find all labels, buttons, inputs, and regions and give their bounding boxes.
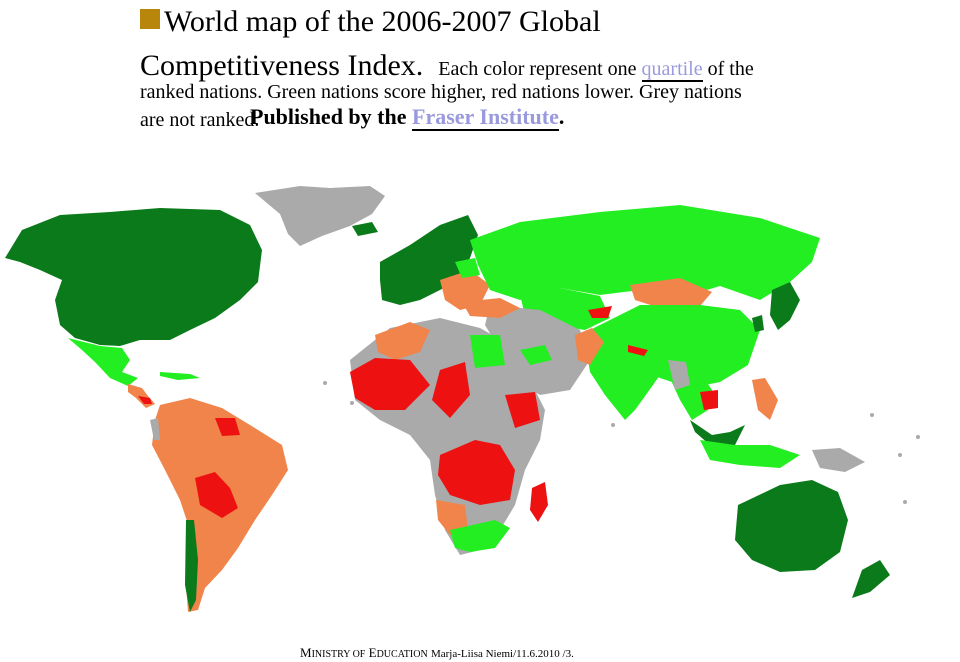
malaysia <box>690 420 745 445</box>
australia <box>735 480 848 572</box>
papua-new-guinea <box>812 448 865 472</box>
fraser-institute-link[interactable]: Fraser Institute <box>412 104 559 131</box>
caption-line3: are not ranked. <box>140 109 260 131</box>
madagascar <box>530 482 548 522</box>
published-by: Published by the Fraser Institute. <box>250 104 565 131</box>
title-line1: World map of the 2006-2007 Global <box>164 5 601 38</box>
square-bullet-icon <box>140 9 160 29</box>
south-america-red-bolivia <box>195 472 238 518</box>
atlantic-island <box>350 401 354 405</box>
caribbean-islands <box>160 372 200 380</box>
footer-education: DUCATION <box>376 649 428 660</box>
kyrgyzstan-red <box>588 306 612 318</box>
nepal-red <box>628 345 648 356</box>
footer-author: Marja-Liisa Niemi <box>430 648 514 660</box>
east-africa-red <box>438 440 515 505</box>
west-africa-red <box>350 358 430 410</box>
north-africa-orange <box>375 322 430 360</box>
japan <box>770 282 800 330</box>
pacific-island <box>903 500 907 504</box>
indian-ocean-island <box>611 423 615 427</box>
cambodia-red <box>700 390 718 410</box>
korea <box>752 315 764 332</box>
footer: MINISTRY OF EDUCATION Marja-Liisa Niemi/… <box>300 645 574 661</box>
published-suffix: . <box>558 104 565 129</box>
egypt <box>470 335 505 368</box>
india <box>585 340 660 420</box>
europe-east <box>440 270 490 310</box>
pacific-island <box>916 435 920 439</box>
indonesia <box>700 440 800 468</box>
pacific-island <box>898 453 902 457</box>
quartile-link[interactable]: quartile <box>641 58 703 82</box>
iceland <box>352 222 378 236</box>
north-america-top-quartile <box>5 208 262 346</box>
south-america-grey <box>150 418 160 440</box>
mongolia <box>630 278 712 308</box>
russia <box>470 205 820 300</box>
footer-ministry-initial: M <box>300 645 312 660</box>
mexico <box>68 338 138 386</box>
central-america-red <box>138 396 152 404</box>
europe-green <box>455 258 480 278</box>
namibia <box>436 500 468 535</box>
pacific-island <box>870 413 874 417</box>
philippines <box>752 378 778 420</box>
chad-red <box>432 362 470 418</box>
slide-title: World map of the 2006-2007 Global Compet… <box>140 0 940 91</box>
title-line2: Competitiveness Index. <box>140 49 424 82</box>
central-america <box>128 384 155 408</box>
pakistan <box>575 328 604 365</box>
world-map <box>5 186 920 612</box>
turkey <box>462 298 520 318</box>
chile <box>185 520 198 612</box>
south-africa <box>450 520 510 552</box>
caption-line1: Each color represent one quartile of the <box>438 58 754 82</box>
footer-ministry: INISTRY OF <box>311 649 366 660</box>
new-zealand <box>852 560 890 598</box>
published-prefix: Published by the <box>250 104 407 129</box>
china <box>590 305 760 388</box>
arabia-green <box>520 345 552 365</box>
footer-date: /11.6.2010 /3. <box>513 648 574 660</box>
caption-line2: ranked nations. Green nations score high… <box>140 81 742 103</box>
atlantic-island <box>323 381 327 385</box>
myanmar-grey <box>668 360 690 390</box>
caption-body: ranked nations. Green nations score high… <box>140 78 940 134</box>
ethiopia-red <box>505 392 540 428</box>
footer-education-initial: E <box>368 645 377 660</box>
south-america-red-guyana <box>215 418 240 436</box>
greenland <box>255 186 385 246</box>
